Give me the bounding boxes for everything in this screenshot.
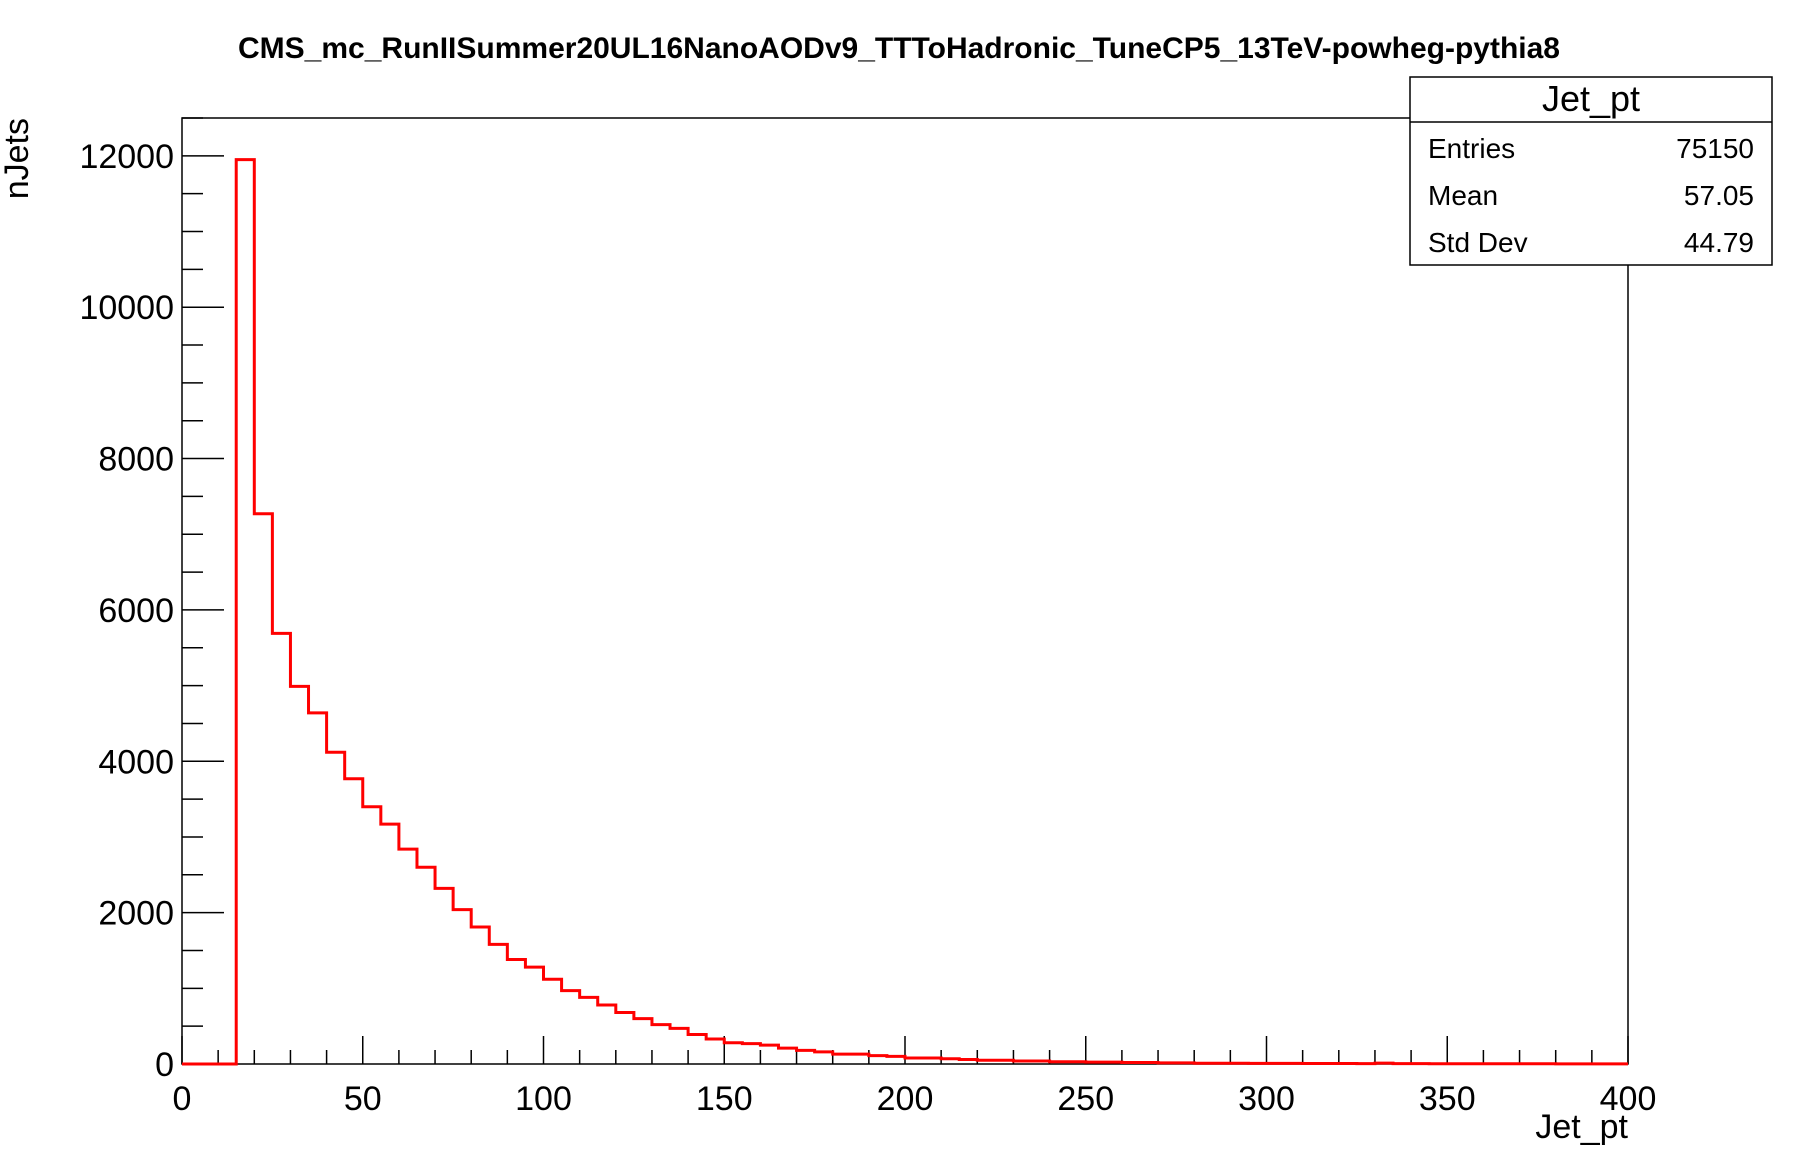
stats-entries-value: 75150	[1676, 133, 1754, 164]
y-tick-label: 12000	[79, 138, 174, 176]
x-axis-label: Jet_pt	[1535, 1108, 1628, 1146]
stats-stddev-value: 44.79	[1684, 227, 1754, 258]
y-tick-label: 6000	[98, 592, 174, 630]
x-tick-label: 100	[515, 1080, 572, 1118]
stats-box-title: Jet_pt	[1542, 78, 1640, 119]
x-tick-label: 0	[173, 1080, 192, 1118]
x-tick-label: 300	[1238, 1080, 1295, 1118]
x-tick-label: 150	[696, 1080, 753, 1118]
y-tick-label: 8000	[98, 441, 174, 479]
y-tick-label: 10000	[79, 289, 174, 327]
histogram-line	[182, 158, 1628, 1066]
stats-box: Jet_pt Entries 75150 Mean 57.05 Std Dev …	[1409, 76, 1773, 266]
stats-mean-label: Mean	[1428, 180, 1498, 211]
x-axis: 0 50 100 150 200 250 300 350 400	[173, 1036, 1657, 1118]
x-tick-label: 250	[1057, 1080, 1114, 1118]
stats-stddev-label: Std Dev	[1428, 227, 1528, 258]
y-axis: 0 2000 4000 6000 8000 10000 12000	[79, 117, 224, 1084]
x-tick-label: 400	[1600, 1080, 1657, 1118]
stats-entries-label: Entries	[1428, 133, 1515, 164]
x-tick-label: 350	[1419, 1080, 1476, 1118]
stats-mean-value: 57.05	[1684, 180, 1754, 211]
chart-title: CMS_mc_RunIISummer20UL16NanoAODv9_TTToHa…	[238, 32, 1560, 65]
y-axis-label: nJets	[0, 118, 36, 199]
x-tick-label: 200	[877, 1080, 934, 1118]
y-tick-label: 4000	[98, 743, 174, 781]
y-tick-label: 2000	[98, 895, 174, 933]
y-tick-label: 0	[155, 1046, 174, 1084]
stats-box-frame	[1409, 76, 1773, 266]
x-tick-label: 50	[344, 1080, 382, 1118]
